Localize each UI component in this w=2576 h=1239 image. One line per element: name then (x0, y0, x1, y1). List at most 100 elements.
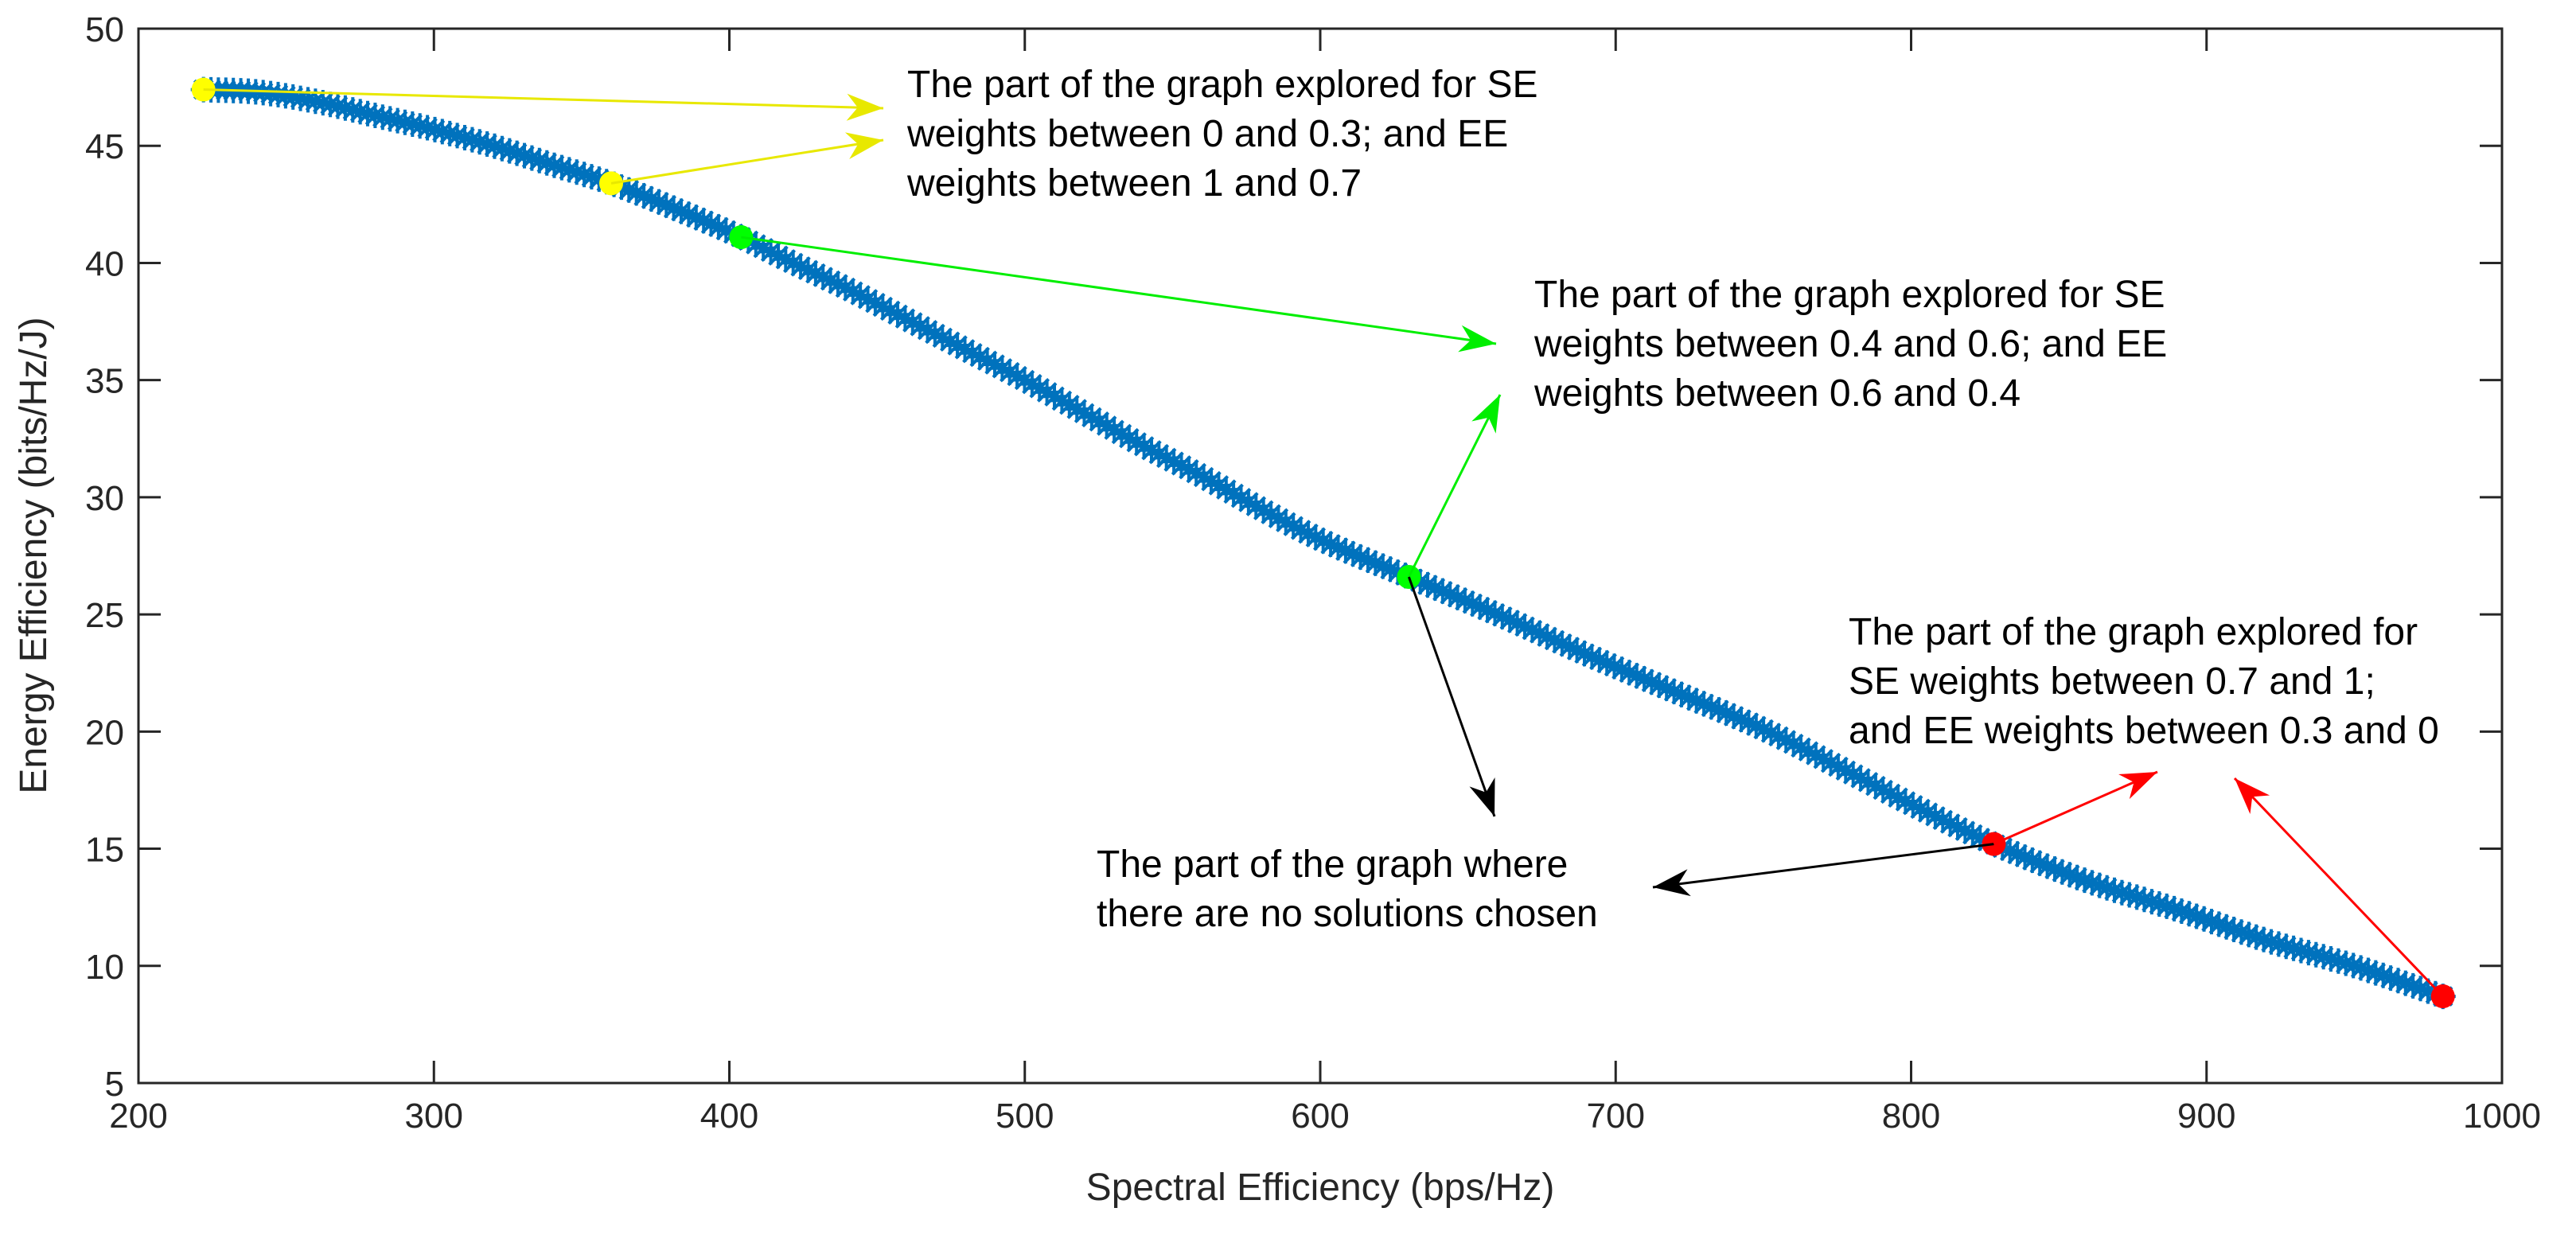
data-point-marker (1034, 379, 1060, 405)
data-point-marker (1332, 538, 1358, 564)
data-point-marker (2385, 968, 2411, 994)
data-point-marker (563, 159, 590, 185)
data-point-marker (2258, 929, 2284, 955)
data-point-marker (541, 152, 567, 178)
y-axis-title: Energy Efficiency (bits/Hz/J) (13, 317, 55, 793)
data-point-marker (885, 302, 910, 328)
data-point-marker (2131, 886, 2157, 913)
data-point-marker (937, 329, 963, 355)
data-point-marker (1198, 468, 1224, 494)
data-point-marker (1945, 814, 1970, 840)
data-point-marker (705, 214, 731, 240)
data-point-marker (1840, 762, 1866, 788)
data-point-marker (1616, 660, 1643, 686)
data-point-marker (399, 111, 426, 137)
data-point-marker (1378, 556, 1404, 582)
data-point-marker (1407, 569, 1433, 594)
data-point-marker (556, 157, 583, 183)
green-annotation-line: weights between 0.6 and 0.4 (1534, 372, 2021, 415)
data-point-marker (2363, 960, 2389, 986)
data-point-marker (1870, 777, 1896, 803)
data-point-marker (683, 205, 709, 231)
x-tick-label: 800 (1882, 1097, 1940, 1136)
data-point-marker (1780, 731, 1806, 757)
data-point-marker (392, 109, 418, 135)
yellow-annotation-text: The part of the graph explored for SE we… (906, 64, 1549, 205)
data-point-marker (1347, 544, 1374, 570)
data-point-marker (1497, 606, 1523, 633)
data-point-marker (907, 313, 933, 339)
data-point-marker (1415, 572, 1440, 598)
highlight-points (191, 77, 2455, 1009)
data-point-marker (1877, 781, 1904, 807)
data-point-marker (362, 103, 388, 128)
data-point-marker (1042, 384, 1067, 410)
data-point-marker (1243, 493, 1269, 520)
data-point-marker (922, 321, 948, 347)
data-point-marker (1213, 477, 1239, 503)
data-point-marker (2109, 879, 2135, 906)
green-annotation-line: The part of the graph explored for SE (1534, 274, 2165, 316)
data-point-marker (548, 154, 575, 181)
data-point-marker (571, 162, 598, 188)
data-point-marker (2191, 906, 2217, 932)
red-arrow-1 (1993, 770, 2158, 846)
data-point-marker (2146, 891, 2173, 917)
y-tick-label: 25 (85, 596, 124, 635)
data-point-marker (497, 138, 523, 164)
data-point-marker (1997, 838, 2023, 864)
data-point-marker (1385, 559, 1411, 586)
data-point-marker (481, 133, 508, 159)
data-point-marker (802, 260, 828, 286)
data-point-marker (914, 317, 941, 343)
data-point-marker (1579, 644, 1605, 670)
data-point-marker (713, 217, 739, 244)
data-point-marker (2281, 935, 2307, 961)
red-annotation-line: SE weights between 0.7 and 1; (1849, 660, 2375, 703)
red-arrow-1-head (2118, 772, 2157, 800)
data-point-marker (504, 140, 530, 166)
data-point-marker (1303, 524, 1329, 551)
data-point-marker (2079, 870, 2105, 896)
data-point-marker (623, 180, 649, 206)
data-point-marker (1534, 624, 1561, 650)
yellow-arrow-2-head (844, 132, 883, 159)
data-point-marker (638, 186, 664, 212)
data-point-marker (2355, 957, 2381, 984)
data-point-marker (2370, 962, 2396, 988)
yellow-arrow-1 (203, 88, 884, 110)
data-point-marker (989, 355, 1015, 381)
data-point-marker (1676, 684, 1702, 711)
data-point-marker (1437, 581, 1463, 607)
data-point-marker (2213, 914, 2239, 940)
data-point-marker (1482, 600, 1508, 626)
data-point-marker (1773, 727, 1799, 753)
x-tick-label: 700 (1587, 1097, 1645, 1136)
data-point-marker (526, 147, 552, 173)
data-point-marker (2161, 895, 2188, 921)
data-point-marker (1818, 750, 1844, 776)
data-point-marker (1892, 789, 1919, 814)
data-point-marker (1549, 630, 1575, 657)
data-point-marker (2235, 921, 2262, 948)
x-tick-label: 500 (996, 1097, 1054, 1136)
data-point-marker (967, 344, 993, 370)
data-point-marker (645, 189, 672, 215)
data-point-marker (1139, 437, 1164, 463)
data-point-marker (355, 100, 380, 127)
red-annotation-text: The part of the graph explored for SE we… (1849, 611, 2439, 752)
data-point-marker (332, 95, 358, 121)
data-point-marker (2332, 950, 2359, 976)
annotation-arrows (203, 88, 2444, 998)
data-point-marker (1646, 672, 1672, 698)
data-point-marker (512, 142, 537, 169)
data-point-marker (466, 129, 493, 155)
black-arrow-1-head (1469, 777, 1495, 816)
data-point-marker (817, 267, 844, 294)
data-point-marker (407, 113, 433, 139)
data-point-marker (1161, 449, 1187, 475)
data-point-marker (952, 336, 978, 362)
data-point-marker (422, 116, 448, 142)
red-annotation-line: The part of the graph explored for (1849, 611, 2418, 653)
data-point-marker (489, 135, 515, 162)
